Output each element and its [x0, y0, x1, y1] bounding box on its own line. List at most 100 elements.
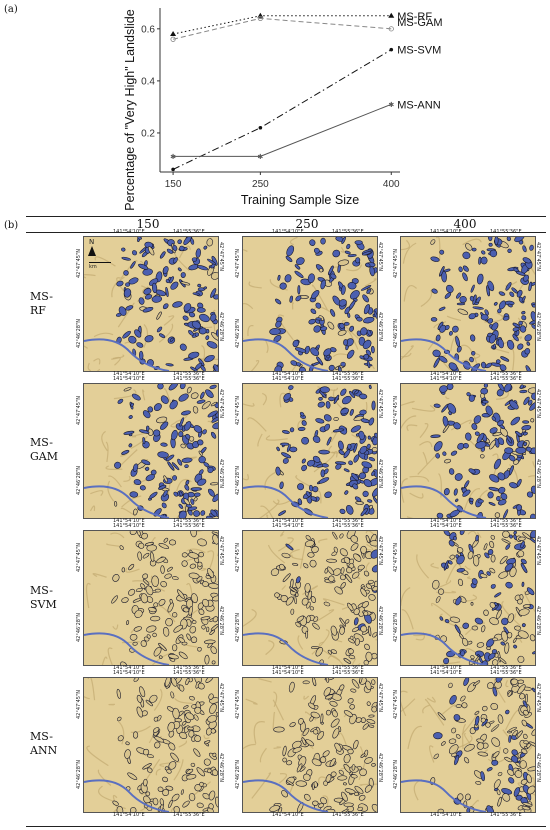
longitude-label-bottom-right: 141°55'36"E: [173, 518, 205, 524]
landslide-map: [243, 678, 377, 812]
latitude-label-left-bottom: 42°46'28"N: [76, 318, 82, 348]
latitude-label-left-bottom: 42°46'28"N: [393, 318, 399, 348]
latitude-label-right-top: 42°47'45"N: [377, 536, 383, 566]
x-tick-label: 400: [383, 179, 400, 190]
panel-a-label: (a): [4, 4, 18, 15]
longitude-label-top-right: 141°55'36"E: [490, 523, 522, 529]
map-frame: [400, 236, 536, 372]
latitude-label-right-bottom: 42°46'28"N: [377, 459, 383, 489]
longitude-label-top-right: 141°55'36"E: [332, 670, 364, 676]
longitude-label-top-right: 141°55'36"E: [332, 229, 364, 235]
longitude-label-top-left: 141°54'10"E: [272, 229, 304, 235]
latitude-label-right-bottom: 42°46'28"N: [218, 753, 224, 783]
latitude-label-left-bottom: 42°46'28"N: [235, 759, 241, 789]
longitude-label-bottom-left: 141°54'10"E: [113, 812, 145, 818]
longitude-label-bottom-right: 141°55'36"E: [332, 812, 364, 818]
latitude-label-right-top: 42°47'45"N: [535, 242, 541, 272]
map-cell: 141°54'10"E 141°55'36"E 141°54'10"E 141°55'…: [234, 669, 384, 819]
longitude-label-bottom-right: 141°55'36"E: [173, 812, 205, 818]
longitude-label-top-left: 141°54'10"E: [113, 376, 145, 382]
map-cell: 141°54'10"E 141°55'36"E 141°54'10"E 141°55'…: [392, 228, 542, 378]
longitude-label-top-left: 141°54'10"E: [430, 670, 462, 676]
map-frame: [242, 236, 378, 372]
longitude-label-bottom-left: 141°54'10"E: [272, 812, 304, 818]
latitude-label-left-bottom: 42°46'28"N: [76, 759, 82, 789]
longitude-label-bottom-right: 141°55'36"E: [490, 371, 522, 377]
x-tick-label: 150: [165, 179, 182, 190]
longitude-label-top-left: 141°54'10"E: [272, 670, 304, 676]
series-label-ms-svm: MS-SVM: [397, 45, 441, 57]
latitude-label-right-top: 42°47'45"N: [535, 683, 541, 713]
longitude-label-top-left: 141°54'10"E: [113, 229, 145, 235]
row-label: MS- RF: [30, 290, 53, 317]
longitude-label-bottom-right: 141°55'36"E: [490, 518, 522, 524]
data-point: ✱: [257, 153, 263, 161]
y-tick-label: 0.6: [141, 24, 155, 35]
data-point: ✱: [170, 153, 176, 161]
panel-b-label: (b): [4, 220, 19, 231]
map-frame: [242, 677, 378, 813]
longitude-label-top-right: 141°55'36"E: [490, 376, 522, 382]
landslide-map: [84, 237, 218, 371]
map-cell: 141°54'10"E 141°55'36"E 141°54'10"E 141°55'…: [234, 228, 384, 378]
map-frame: [242, 383, 378, 519]
latitude-label-right-bottom: 42°46'28"N: [377, 606, 383, 636]
map-frame: [242, 530, 378, 666]
data-point: [258, 125, 263, 130]
longitude-label-bottom-right: 141°55'36"E: [490, 812, 522, 818]
column-header-150: 150: [136, 217, 160, 231]
longitude-label-bottom-right: 141°55'36"E: [173, 665, 205, 671]
latitude-label-left-top: 42°47'45"N: [76, 542, 82, 572]
north-arrow: N: [89, 238, 95, 246]
table-top-rule: [26, 216, 546, 217]
longitude-label-bottom-right: 141°55'36"E: [332, 371, 364, 377]
longitude-label-top-left: 141°54'10"E: [430, 376, 462, 382]
latitude-label-left-bottom: 42°46'28"N: [76, 612, 82, 642]
longitude-label-bottom-left: 141°54'10"E: [113, 371, 145, 377]
longitude-label-top-right: 141°55'36"E: [173, 670, 205, 676]
latitude-label-left-bottom: 42°46'28"N: [235, 318, 241, 348]
table-header-rule: [26, 232, 546, 233]
landslide-map: [84, 384, 218, 518]
map-frame: [83, 530, 219, 666]
latitude-label-right-top: 42°47'45"N: [218, 683, 224, 713]
latitude-label-left-top: 42°47'45"N: [235, 542, 241, 572]
latitude-label-left-top: 42°47'45"N: [393, 395, 399, 425]
latitude-label-right-top: 42°47'45"N: [377, 389, 383, 419]
longitude-label-top-right: 141°55'36"E: [332, 523, 364, 529]
landslide-map: [401, 678, 535, 812]
data-point: [170, 31, 177, 37]
latitude-label-left-top: 42°47'45"N: [235, 248, 241, 278]
row-label: MS- GAM: [30, 436, 58, 463]
longitude-label-bottom-left: 141°54'10"E: [430, 812, 462, 818]
y-tick-label: 0.4: [141, 76, 155, 87]
scale-bar: km: [89, 262, 111, 270]
landslide-map: [243, 531, 377, 665]
map-cell: 141°54'10"E 141°55'36"E 141°54'10"E 141°55'…: [392, 375, 542, 525]
line-chart: 0.2 0.4 0.6 150 250 400 Training Sample Size Pe…: [123, 8, 443, 211]
longitude-label-top-right: 141°55'36"E: [173, 229, 205, 235]
longitude-label-top-right: 141°55'36"E: [173, 523, 205, 529]
map-cell: 141°54'10"E 141°55'36"E 141°54'10"E 141°55'…: [75, 228, 225, 378]
series-line-ms-svm: [172, 49, 392, 170]
table-bottom-rule: [26, 826, 546, 827]
latitude-label-left-top: 42°47'45"N: [76, 395, 82, 425]
latitude-label-left-bottom: 42°46'28"N: [235, 612, 241, 642]
longitude-label-bottom-right: 141°55'36"E: [332, 518, 364, 524]
landslide-map: [84, 678, 218, 812]
longitude-label-bottom-left: 141°54'10"E: [272, 665, 304, 671]
latitude-label-left-top: 42°47'45"N: [235, 689, 241, 719]
latitude-label-right-bottom: 42°46'28"N: [218, 606, 224, 636]
map-cell: 141°54'10"E 141°55'36"E 141°54'10"E 141°55'…: [75, 522, 225, 672]
longitude-label-top-left: 141°54'10"E: [430, 523, 462, 529]
data-point: [171, 167, 175, 172]
longitude-label-top-left: 141°54'10"E: [272, 523, 304, 529]
row-label: MS- SVM: [30, 584, 57, 611]
series-line-ms-gam: [172, 17, 392, 40]
longitude-label-top-left: 141°54'10"E: [430, 229, 462, 235]
data-point: [388, 26, 394, 32]
landslide-map: [243, 237, 377, 371]
longitude-label-bottom-left: 141°54'10"E: [113, 665, 145, 671]
longitude-label-bottom-left: 141°54'10"E: [430, 665, 462, 671]
series-label-ms-gam: MS-GAM: [397, 17, 442, 29]
